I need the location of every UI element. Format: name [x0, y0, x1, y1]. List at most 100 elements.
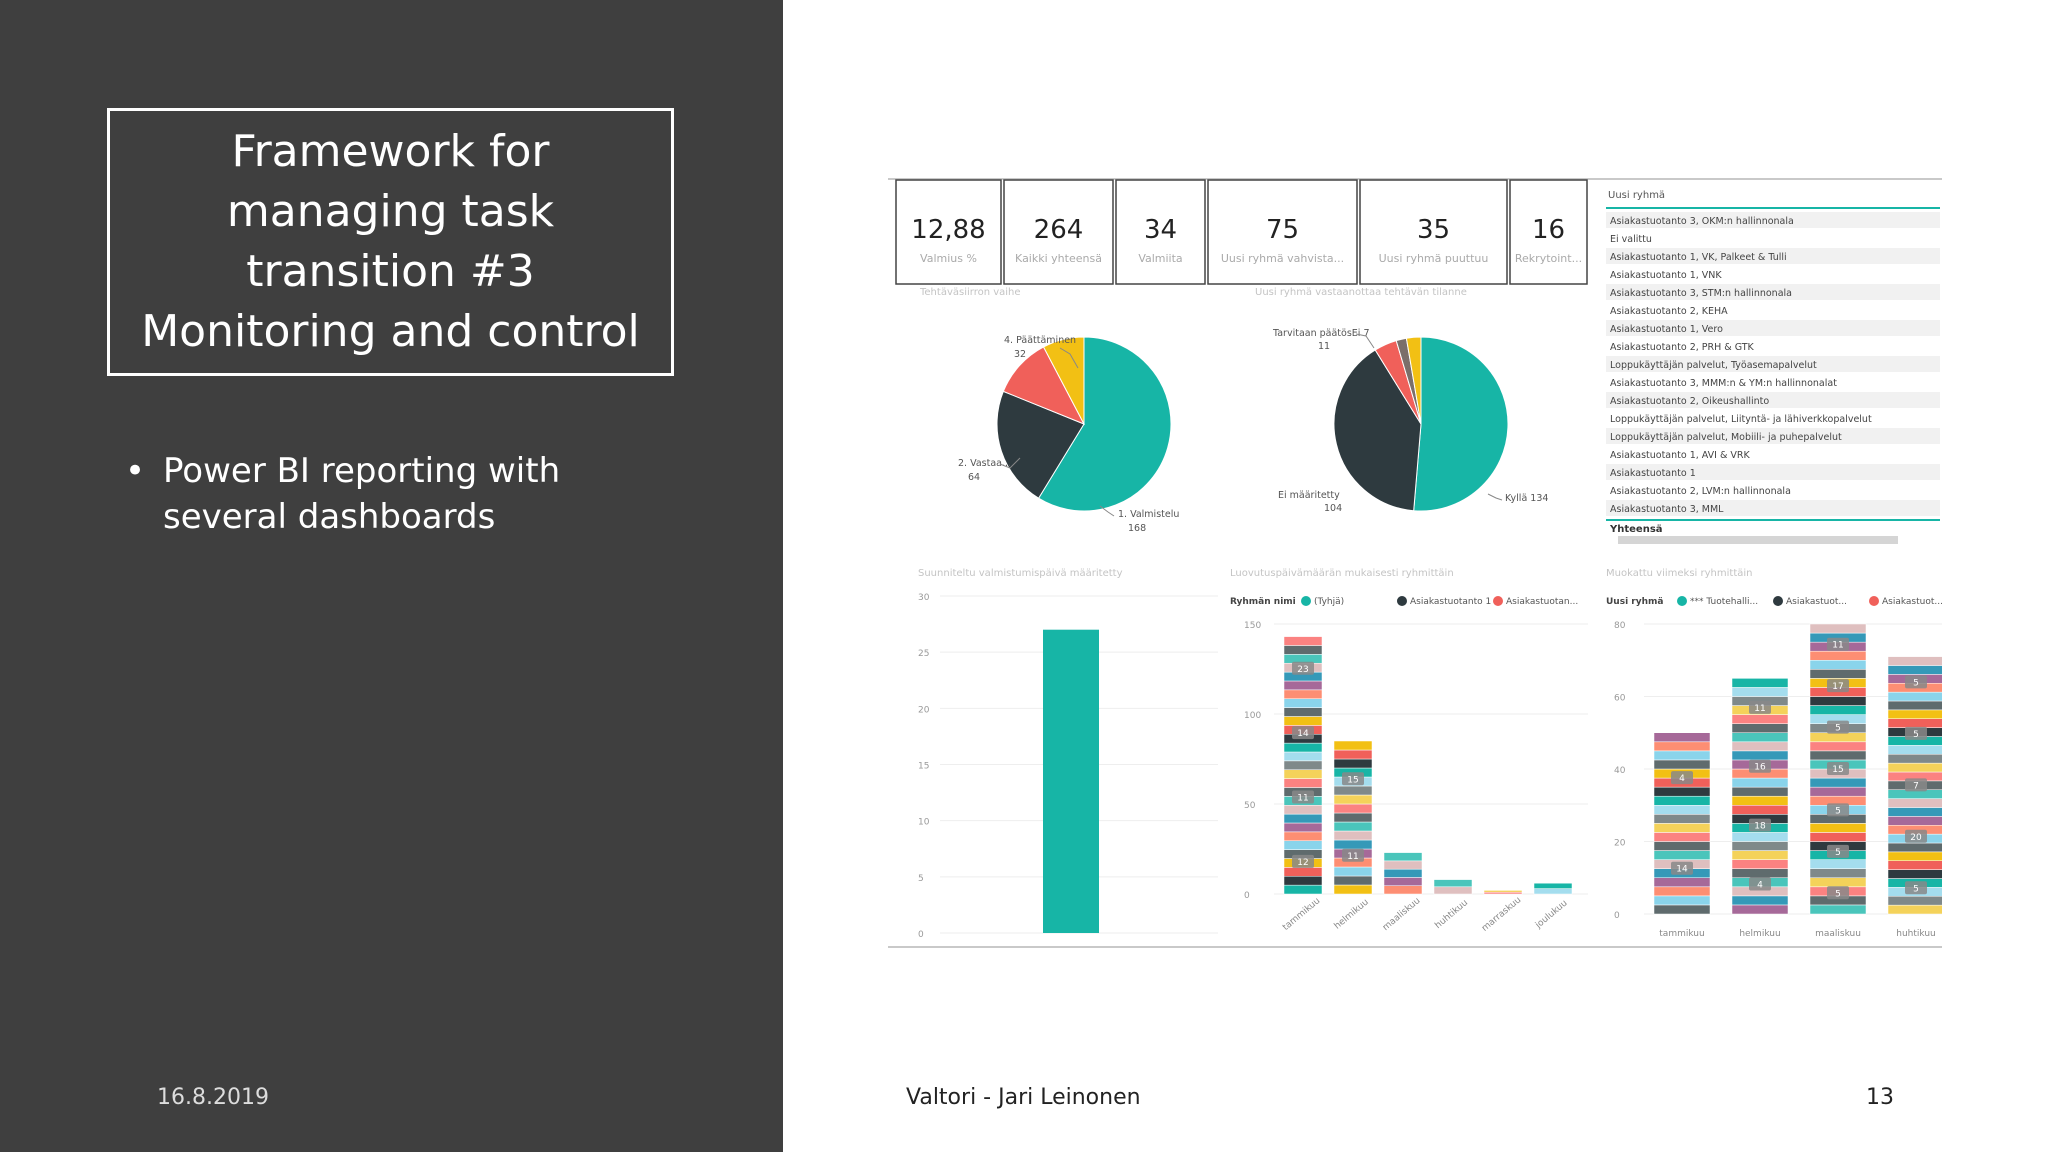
- slicer-row: [1606, 248, 1940, 264]
- y-tick-label: 0: [918, 930, 924, 940]
- data-label: 11: [1832, 641, 1843, 651]
- bar-segment: [1887, 691, 1942, 702]
- bar-segment: [1283, 769, 1323, 779]
- slicer-item: Asiakastuotanto 1, Vero: [1610, 324, 1723, 335]
- bar-segment: [1809, 750, 1867, 761]
- bullet-text: Power BI reporting with several dashboar…: [163, 448, 683, 540]
- y-tick-label: 5: [918, 874, 924, 884]
- y-tick-label: 20: [918, 705, 930, 715]
- slicer-item: Asiakastuotanto 2, KEHA: [1610, 306, 1728, 317]
- bar-segment: [1333, 821, 1373, 832]
- kpi-value: 12,88: [911, 215, 985, 245]
- bar-segment: [1887, 709, 1942, 719]
- bar-segment: [1731, 904, 1789, 915]
- kpi-value: 16: [1532, 215, 1565, 245]
- bar-segment: [1887, 665, 1942, 675]
- bar-segment: [1333, 875, 1373, 886]
- bar-segment: [1383, 868, 1423, 878]
- bar-segment: [1887, 718, 1942, 728]
- bar-segment: [1887, 656, 1942, 666]
- kpi-value: 34: [1144, 215, 1177, 245]
- legend-marker: [1869, 596, 1879, 606]
- data-label-bg: [1292, 661, 1314, 675]
- data-label: 7: [1913, 781, 1919, 791]
- legend-marker: [1493, 596, 1503, 606]
- x-tick-label: tammikuu: [1659, 929, 1704, 939]
- pie-label-value: 104: [1324, 503, 1342, 514]
- bar-segment: [1887, 745, 1942, 755]
- slicer-row: [1606, 284, 1940, 300]
- bar-segment: [1333, 839, 1373, 850]
- chart-title: Suunniteltu valmistumispäivä määritetty: [918, 568, 1123, 579]
- x-tick-label: helmikuu: [1739, 929, 1780, 939]
- bar-segment: [1433, 886, 1473, 895]
- bar-segment: [1653, 786, 1711, 797]
- bar-segment: [1887, 860, 1942, 870]
- data-label-bg: [1292, 726, 1314, 740]
- bar-segment: [1887, 904, 1942, 915]
- bar-segment: [1333, 749, 1373, 760]
- page-number: 13: [1866, 1085, 1894, 1110]
- bar-segment: [1887, 842, 1942, 853]
- slicer-header: Uusi ryhmä: [1608, 190, 1665, 201]
- pie-slice: [1413, 336, 1509, 512]
- pie-label-name: Kyllä 134: [1505, 493, 1548, 504]
- bar-segment: [1653, 904, 1711, 915]
- bar-segment: [1653, 814, 1711, 824]
- slicer-item: Asiakastuotanto 3, MML: [1610, 504, 1724, 515]
- bar-segment: [1653, 741, 1711, 752]
- legend-item: *** Tuotehalli...: [1690, 597, 1758, 607]
- slicer-row: [1606, 212, 1940, 228]
- kpi-card: [1207, 179, 1358, 285]
- data-label: 11: [1754, 704, 1765, 714]
- bar-segment: [1809, 732, 1867, 743]
- bar-segment: [1887, 816, 1942, 826]
- pie-label-name: 2. Vastaa...: [958, 458, 1011, 469]
- legend-item: (Tyhjä): [1314, 597, 1344, 607]
- pie-slice: [1037, 336, 1172, 512]
- bar-segment: [1283, 884, 1323, 895]
- slicer-item: Loppukäyttäjän palvelut, Liityntä- ja lä…: [1610, 414, 1872, 425]
- chart-title: Tehtäväsiirron vaihe: [919, 287, 1021, 298]
- y-tick-label: 30: [918, 593, 930, 603]
- bar-segment: [1383, 885, 1423, 895]
- bar-chart-valmistumispaiva: Suunniteltu valmistumispäivä määritetty 3…: [918, 568, 1218, 940]
- legend-item: Asiakastuotanto 1: [1410, 597, 1491, 607]
- bullet-line: Power BI reporting with: [163, 451, 561, 491]
- slicer-row: [1606, 446, 1940, 462]
- slicer-item: Loppukäyttäjän palvelut, Mobiili- ja puh…: [1610, 432, 1842, 443]
- bar: [1043, 629, 1099, 933]
- y-tick-label: 80: [1614, 621, 1626, 631]
- pie-label-value: 64: [968, 472, 980, 483]
- bar-segment: [1731, 850, 1789, 860]
- bar-segment: [1333, 785, 1373, 796]
- y-tick-label: 50: [1244, 801, 1256, 811]
- slicer-total: Yhteensä: [1609, 524, 1663, 535]
- bar-segment: [1809, 777, 1867, 788]
- bar-segment: [1887, 700, 1942, 711]
- y-tick-label: 0: [1614, 911, 1620, 921]
- kpi-label: Kaikki yhteensä: [1015, 252, 1102, 265]
- pie-leader-line: [1487, 493, 1503, 501]
- data-label: 20: [1910, 833, 1922, 843]
- bar-segment: [1887, 851, 1942, 861]
- bar-segment: [1887, 869, 1942, 879]
- slicer-uusi-ryhma[interactable]: Uusi ryhmä Asiakastuotanto 3, OKM:n halli…: [1606, 190, 1940, 544]
- bar-segment: [1383, 860, 1423, 870]
- bar-segment: [1483, 891, 1523, 895]
- data-label: 5: [1913, 730, 1919, 740]
- kpi-label: Uusi ryhmä vahvista...: [1221, 252, 1344, 265]
- y-tick-label: 15: [918, 762, 929, 772]
- slicer-item: Asiakastuotanto 2, PRH & GTK: [1610, 342, 1755, 353]
- data-label: 15: [1347, 775, 1358, 785]
- bar-segment: [1333, 812, 1373, 823]
- bar-segment: [1653, 750, 1711, 761]
- data-label-bg: [1749, 759, 1771, 773]
- bar-segment: [1809, 669, 1867, 679]
- pie-leader-line: [1059, 347, 1079, 369]
- data-label: 15: [1832, 765, 1843, 775]
- pie-label-value: 168: [1128, 523, 1146, 534]
- bar-segment: [1809, 859, 1867, 869]
- slicer-row: [1606, 374, 1940, 390]
- pie-leader-line: [1099, 505, 1115, 517]
